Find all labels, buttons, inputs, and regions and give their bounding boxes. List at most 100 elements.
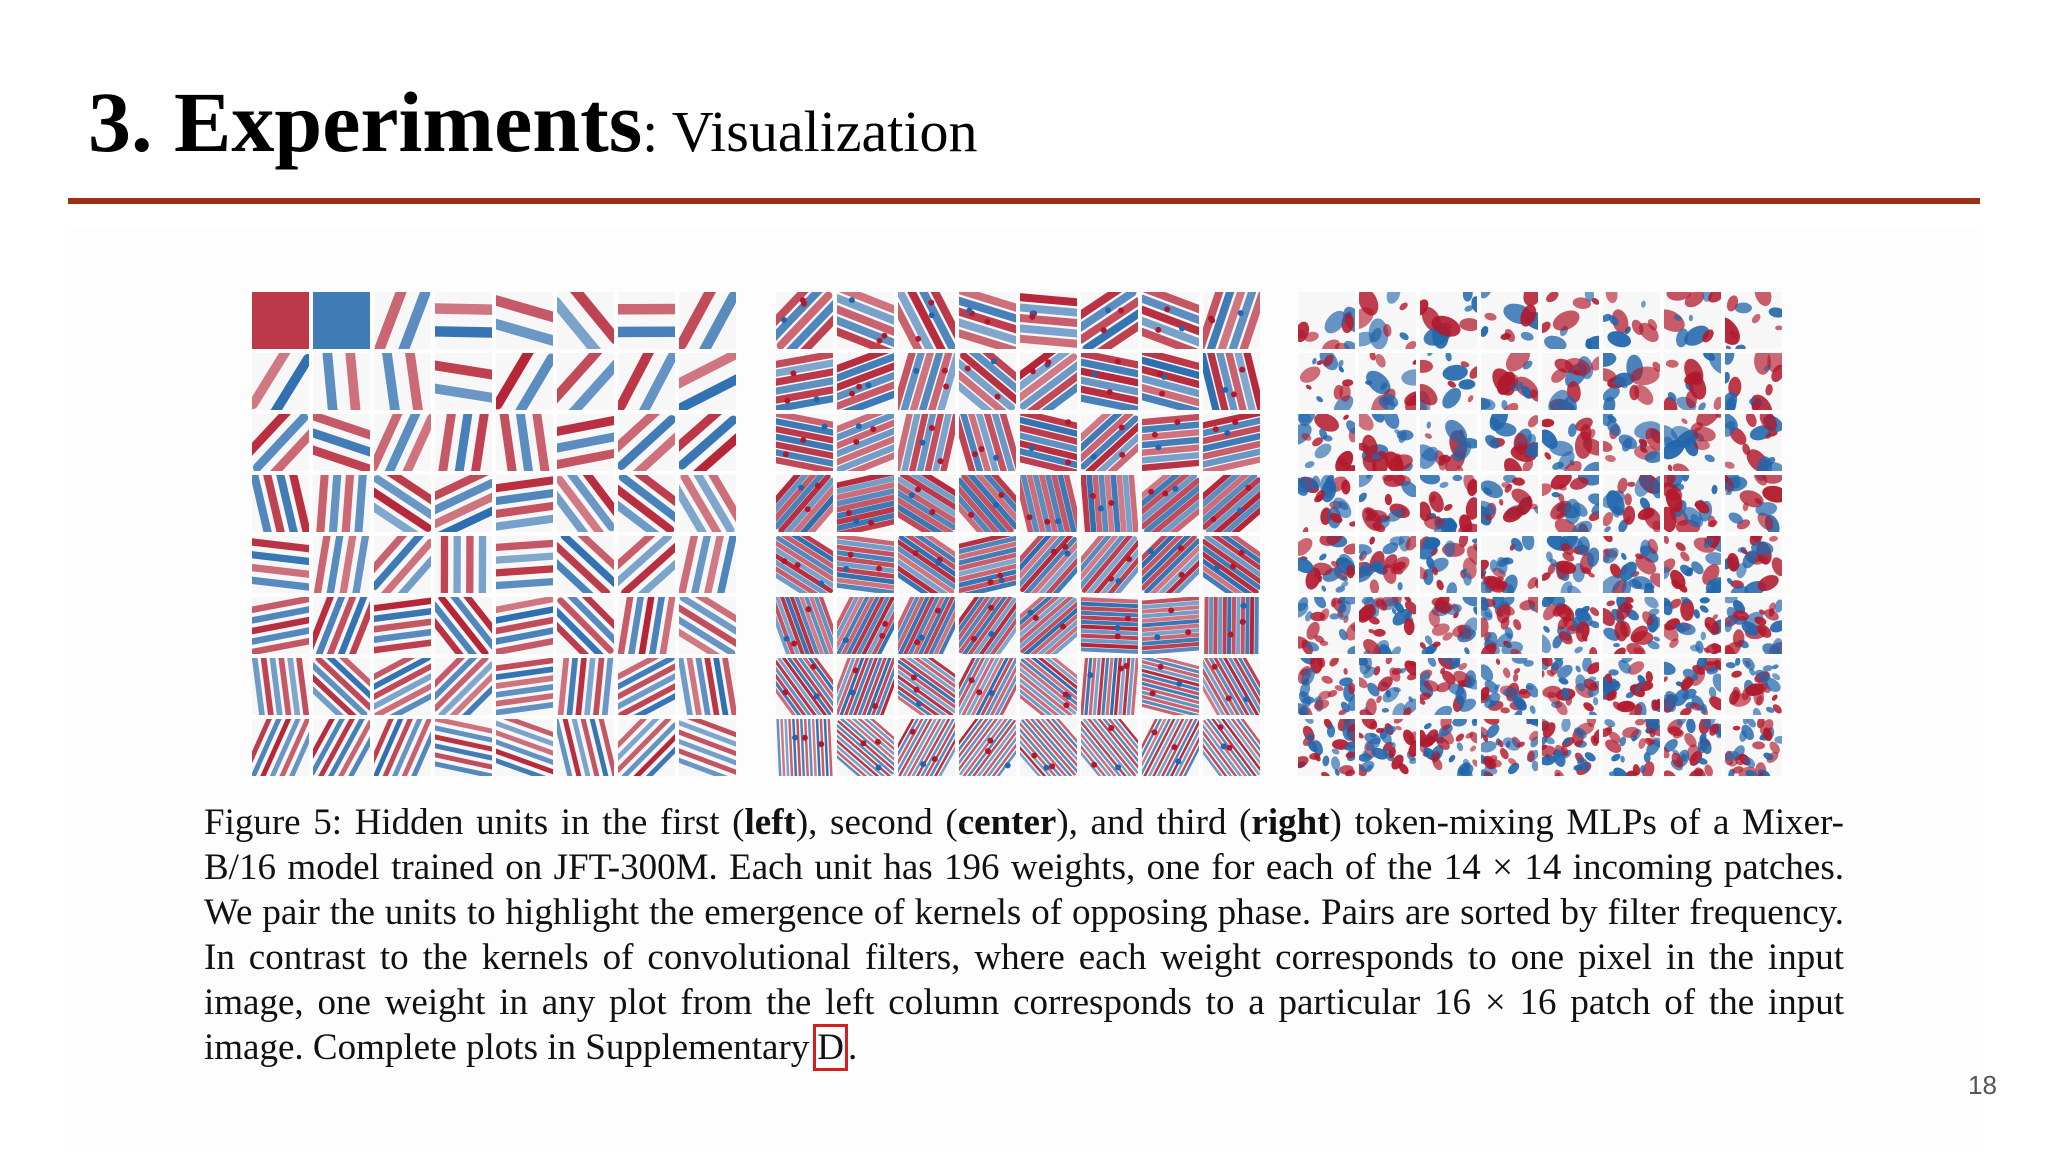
- hidden-unit-tile: [435, 597, 492, 654]
- hidden-unit-tile: [1725, 719, 1782, 776]
- hidden-unit-tile: [776, 658, 833, 715]
- hidden-unit-tile: [1359, 475, 1416, 532]
- hidden-unit-tile: [618, 536, 675, 593]
- hidden-unit-tile: [1203, 597, 1260, 654]
- hidden-unit-tile: [313, 414, 370, 471]
- hidden-unit-tile: [435, 475, 492, 532]
- caption-bold-right: right: [1251, 802, 1330, 843]
- hidden-unit-tile: [557, 597, 614, 654]
- hidden-unit-tile: [313, 475, 370, 532]
- hidden-unit-tile: [1603, 475, 1660, 532]
- hidden-unit-tile: [776, 597, 833, 654]
- hidden-unit-tile: [1542, 475, 1599, 532]
- hidden-unit-tile: [374, 292, 431, 349]
- hidden-unit-tile: [1725, 597, 1782, 654]
- hidden-unit-tile: [1664, 597, 1721, 654]
- hidden-unit-tile: [374, 597, 431, 654]
- hidden-unit-tile: [1725, 414, 1782, 471]
- hidden-unit-tile: [557, 353, 614, 410]
- hidden-unit-tile: [496, 536, 553, 593]
- hidden-unit-tile: [776, 719, 833, 776]
- hidden-unit-tile: [679, 597, 736, 654]
- hidden-unit-tile: [496, 597, 553, 654]
- hidden-unit-tile: [313, 536, 370, 593]
- panel-center-hidden-units: [776, 292, 1268, 776]
- panel-center-grid: [776, 292, 1260, 776]
- hidden-unit-tile: [1603, 414, 1660, 471]
- hidden-unit-tile: [374, 536, 431, 593]
- hidden-unit-tile: [959, 292, 1016, 349]
- hidden-unit-tile: [496, 475, 553, 532]
- caption-text: ) token-mixing MLPs of a Mixer-B/16 mode…: [204, 802, 1844, 1068]
- hidden-unit-tile: [1081, 719, 1138, 776]
- hidden-unit-tile: [1142, 475, 1199, 532]
- hidden-unit-tile: [837, 719, 894, 776]
- hidden-unit-tile: [435, 353, 492, 410]
- hidden-unit-tile: [557, 536, 614, 593]
- hidden-unit-tile: [1203, 475, 1260, 532]
- hidden-unit-tile: [313, 719, 370, 776]
- hidden-unit-tile: [1542, 719, 1599, 776]
- hidden-unit-tile: [1142, 414, 1199, 471]
- hidden-unit-tile: [618, 353, 675, 410]
- hidden-unit-tile: [959, 536, 1016, 593]
- hidden-unit-tile: [1020, 536, 1077, 593]
- hidden-unit-tile: [252, 536, 309, 593]
- page-number: 18: [1968, 1070, 1997, 1100]
- hidden-unit-tile: [1142, 536, 1199, 593]
- caption-bold-left: left: [744, 802, 796, 843]
- hidden-unit-tile: [496, 292, 553, 349]
- hidden-unit-tile: [1359, 719, 1416, 776]
- hidden-unit-tile: [1481, 536, 1538, 593]
- hidden-unit-tile: [1020, 719, 1077, 776]
- hidden-unit-tile: [252, 353, 309, 410]
- figure-caption: Figure 5: Hidden units in the first (lef…: [204, 800, 1844, 1071]
- hidden-unit-tile: [557, 719, 614, 776]
- hidden-unit-tile: [313, 353, 370, 410]
- hidden-unit-tile: [679, 536, 736, 593]
- hidden-unit-tile: [837, 475, 894, 532]
- hidden-unit-tile: [1420, 536, 1477, 593]
- hidden-unit-tile: [1359, 536, 1416, 593]
- hidden-unit-tile: [959, 719, 1016, 776]
- hidden-unit-tile: [374, 414, 431, 471]
- hidden-unit-tile: [959, 658, 1016, 715]
- hidden-unit-tile: [1298, 353, 1355, 410]
- hidden-unit-tile: [313, 597, 370, 654]
- hidden-unit-tile: [959, 353, 1016, 410]
- hidden-unit-tile: [435, 414, 492, 471]
- hidden-unit-tile: [1081, 475, 1138, 532]
- hidden-unit-tile: [1603, 658, 1660, 715]
- hidden-unit-tile: [1298, 597, 1355, 654]
- hidden-unit-tile: [1359, 353, 1416, 410]
- hidden-unit-tile: [618, 414, 675, 471]
- hidden-unit-tile: [1142, 292, 1199, 349]
- hidden-unit-tile: [1359, 292, 1416, 349]
- hidden-unit-tile: [496, 353, 553, 410]
- hidden-unit-tile: [1298, 292, 1355, 349]
- hidden-unit-tile: [898, 475, 955, 532]
- caption-text: ), second (: [795, 802, 958, 843]
- hidden-unit-tile: [1203, 658, 1260, 715]
- hidden-unit-tile: [435, 658, 492, 715]
- hidden-unit-tile: [837, 353, 894, 410]
- hidden-unit-tile: [1542, 292, 1599, 349]
- hidden-unit-tile: [557, 658, 614, 715]
- hidden-unit-tile: [374, 719, 431, 776]
- hidden-unit-tile: [374, 658, 431, 715]
- hidden-unit-tile: [837, 536, 894, 593]
- hidden-unit-tile: [618, 658, 675, 715]
- hidden-unit-tile: [252, 658, 309, 715]
- hidden-unit-tile: [1481, 658, 1538, 715]
- hidden-unit-tile: [837, 292, 894, 349]
- caption-bold-center: center: [957, 802, 1057, 843]
- hidden-unit-tile: [1359, 597, 1416, 654]
- hidden-unit-tile: [1203, 292, 1260, 349]
- panel-right-grid: [1298, 292, 1782, 776]
- hidden-unit-tile: [618, 292, 675, 349]
- hidden-unit-tile: [374, 475, 431, 532]
- hidden-unit-tile: [1420, 292, 1477, 349]
- hidden-unit-tile: [1420, 719, 1477, 776]
- title-subtitle: : Visualization: [642, 99, 978, 164]
- slide-title: 3. Experiments: Visualization: [88, 72, 978, 172]
